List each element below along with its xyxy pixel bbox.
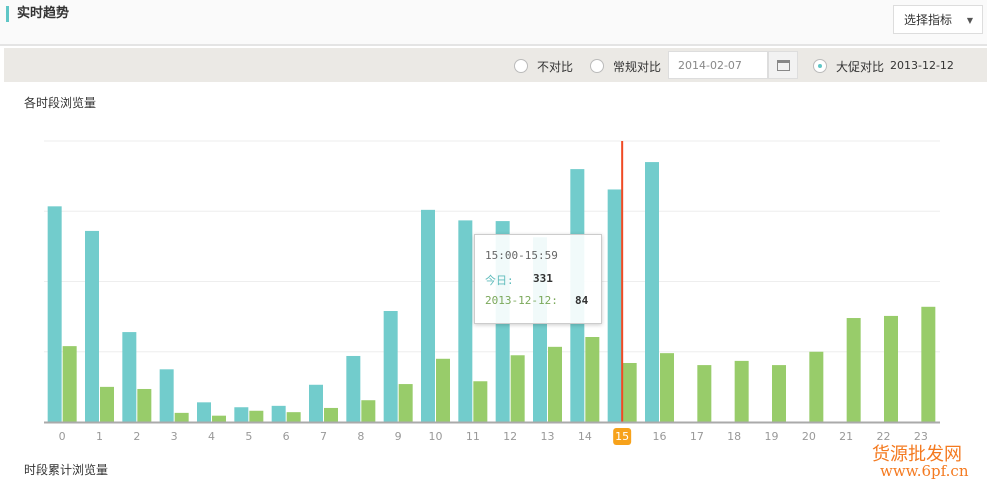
x-tick-label: 19 [765,430,779,443]
radio-promo-compare[interactable] [813,59,827,73]
metric-select[interactable]: 选择指标 ▼ [893,5,983,34]
tooltip-today-label: 今日: [485,274,514,287]
calendar-button[interactable] [768,51,798,79]
radio-regular-compare[interactable] [590,59,604,73]
bar-compare [809,351,824,422]
section-title: 时段累计浏览量 [24,463,109,477]
x-tick-label: 12 [503,430,517,443]
bar-today [47,206,62,422]
radio-label: 常规对比 [613,60,662,74]
x-tick-label: 15 [615,430,629,443]
tooltip-today-value: 331 [533,272,553,285]
watermark-text: 货源批发网 [872,444,962,465]
bar-compare [324,407,338,422]
x-tick-label: 23 [914,430,928,443]
x-tick-label: 11 [466,430,480,443]
chevron-down-icon: ▼ [966,16,973,25]
bar-compare [286,412,301,422]
highlight-tick-bg [613,428,632,445]
bar-compare [100,386,114,422]
bar-today [383,311,398,422]
x-tick-label: 13 [541,430,555,443]
x-tick-label: 14 [578,430,592,443]
x-tick-label: 0 [59,430,66,443]
bar-today [309,384,323,422]
bar-today [421,209,435,422]
bar-today [645,162,659,422]
bar-compare [510,355,525,422]
bar-compare [734,360,749,422]
promo-date: 2013-12-12 [890,59,954,72]
watermark-url: www.6pf.cn [880,462,969,480]
date-input[interactable]: 2014-02-07 [668,51,768,79]
bar-today [607,189,622,422]
compare-bar: 不对比 常规对比 2014-02-07 大促对比 2013-12-12 [4,48,987,82]
x-tick-label: 2 [133,430,140,443]
bar-compare [436,358,450,422]
metric-select-label: 选择指标 [904,13,953,27]
x-tick-label: 10 [429,430,443,443]
radio-label: 大促对比 [836,60,885,74]
x-tick-label: 7 [320,430,327,443]
calendar-icon [777,60,790,71]
bar-today [271,405,286,422]
bar-compare [62,346,77,422]
bar-compare [846,318,861,422]
x-tick-label: 22 [877,430,891,443]
bar-compare [174,412,189,422]
tooltip-time: 15:00-15:59 [485,249,558,262]
x-tick-label: 18 [727,430,741,443]
bar-today [159,369,174,422]
bar-compare [622,362,637,422]
x-tick-label: 8 [357,430,364,443]
section-title: 各时段浏览量 [24,96,97,110]
x-tick-label: 5 [245,430,252,443]
radio-label: 不对比 [537,60,574,74]
bar-compare [884,315,898,422]
radio-no-compare[interactable] [514,59,528,73]
bar-today [234,407,249,422]
x-tick-label: 4 [208,430,215,443]
bar-compare [660,353,674,422]
bar-compare [361,400,376,422]
bar-compare [473,381,488,422]
x-tick-label: 20 [802,430,816,443]
bar-compare [212,415,226,422]
x-tick-label: 3 [171,430,178,443]
x-tick-label: 9 [395,430,402,443]
bar-today [346,355,361,422]
bar-today [458,220,473,422]
bar-compare [249,410,264,422]
bar-today [197,402,211,422]
tooltip-compare-value: 84 [575,294,589,307]
bar-compare [585,336,600,422]
bar-compare [398,384,413,422]
chart-tooltip: 15:00-15:59 今日: 331 2013-12-12: 84 [474,234,602,324]
bar-compare [697,365,712,422]
x-tick-label: 21 [839,430,853,443]
bar-compare [772,365,786,422]
bar-compare [548,346,562,422]
x-tick-label: 1 [96,430,103,443]
bar-today [85,230,99,422]
page-title: 实时趋势 [6,6,69,22]
bar-compare [921,306,936,422]
x-tick-label: 17 [690,430,704,443]
x-tick-label: 16 [653,430,667,443]
x-tick-label: 6 [283,430,290,443]
header: 实时趋势 选择指标 ▼ [0,0,987,46]
bar-compare [137,388,152,422]
bar-today [122,332,137,422]
tooltip-compare-label: 2013-12-12: [485,294,558,307]
watermark: 货源批发网 www.6pf.cn [872,446,969,480]
